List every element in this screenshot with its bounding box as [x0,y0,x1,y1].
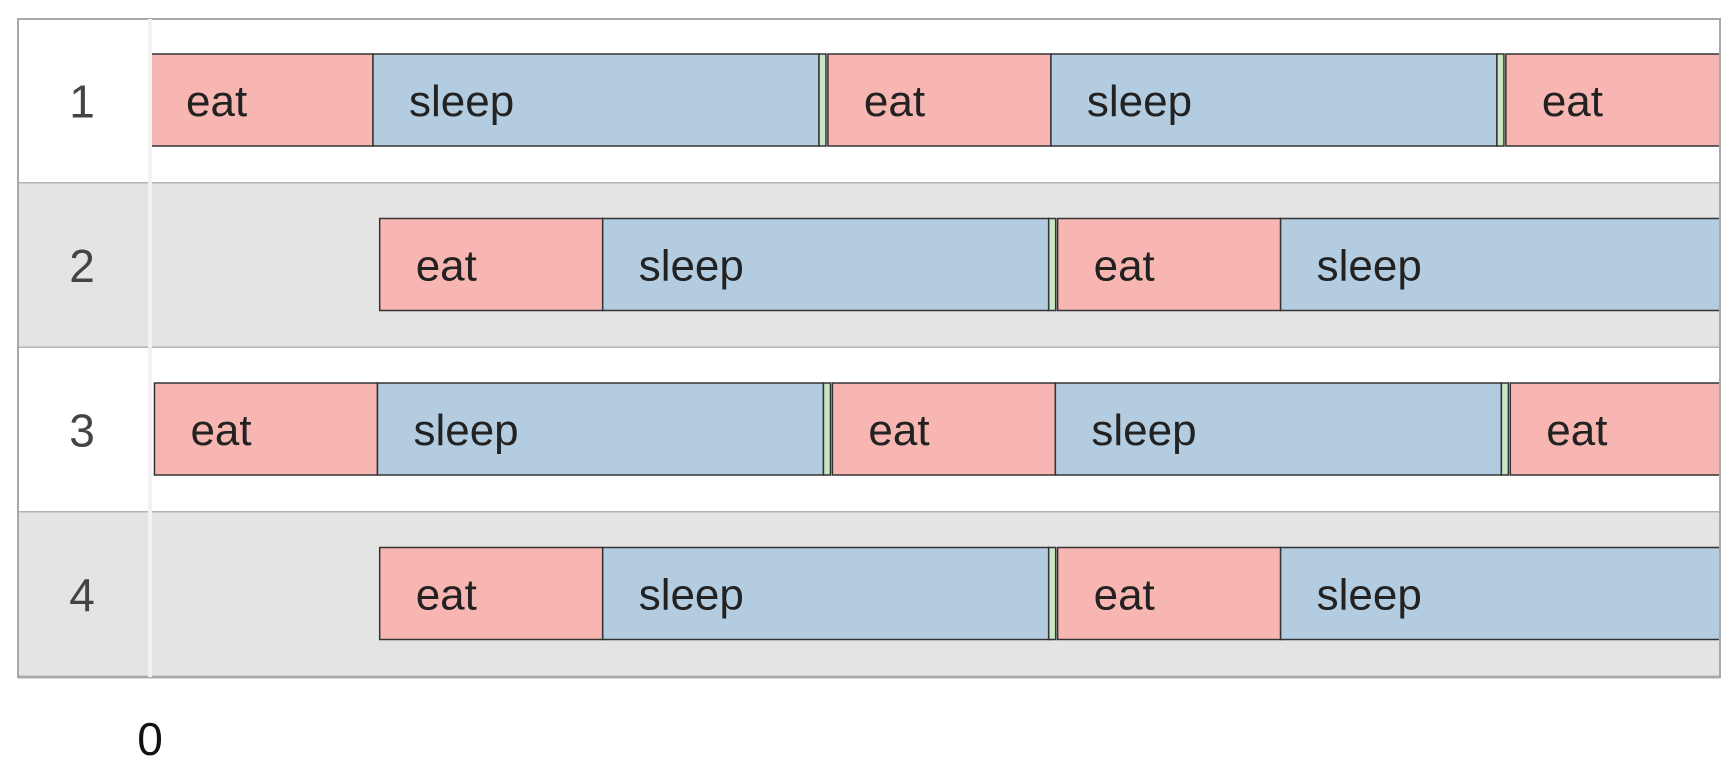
gap-marker [1496,53,1505,147]
x-axis-ticks: 0 [137,713,163,765]
eat-label: eat [186,77,247,126]
gap-marker [822,382,832,476]
sleep-bar [372,53,820,147]
sleep-label: sleep [413,406,518,455]
chart-border [17,18,1721,678]
sleep-label: sleep [639,242,744,291]
eat-bar [1505,53,1720,147]
row-label: 2 [69,240,95,292]
eat-bar [1509,382,1720,476]
sleep-bar [601,546,1050,641]
sleep-label: sleep [639,571,744,620]
gap-marker [1047,546,1057,641]
eat-label: eat [1094,571,1155,620]
eat-label: eat [1546,406,1607,455]
sleep-bar [601,217,1050,312]
eat-label: eat [1094,242,1155,291]
row-label: 3 [69,404,95,456]
eat-bar [827,53,1052,147]
eat-bar [1056,217,1282,312]
eat-label: eat [1542,77,1603,126]
task-bars: eat sleep eat sleep eat sleep eat sleep eat sleep… [150,53,1720,641]
sleep-bar [376,382,825,476]
eat-label: eat [190,406,251,455]
eat-bar [378,546,604,641]
sleep-bar [1279,546,1720,641]
eat-bar [831,382,1057,476]
row-label: 4 [69,569,95,621]
eat-bar [378,217,604,312]
gap-marker [818,53,827,147]
chart-frame [17,18,1721,678]
x-tick-label: 0 [137,713,163,765]
sleep-bar [1279,217,1720,312]
eat-label: eat [416,242,477,291]
eat-bar [1056,546,1282,641]
eat-label: eat [868,406,929,455]
gap-marker [1500,382,1510,476]
sleep-bar [1054,382,1503,476]
sleep-bar [1050,53,1498,147]
row-labels: 1 2 3 4 [69,75,95,621]
sleep-label: sleep [409,77,514,126]
sleep-label: sleep [1091,406,1196,455]
eat-label: eat [416,571,477,620]
eat-label: eat [864,77,925,126]
sleep-label: sleep [1317,242,1422,291]
row-label: 1 [69,75,95,127]
sleep-label: sleep [1317,571,1422,620]
eat-bar [150,53,374,147]
gap-marker [1047,217,1057,312]
eat-bar [153,382,379,476]
sleep-label: sleep [1087,77,1192,126]
